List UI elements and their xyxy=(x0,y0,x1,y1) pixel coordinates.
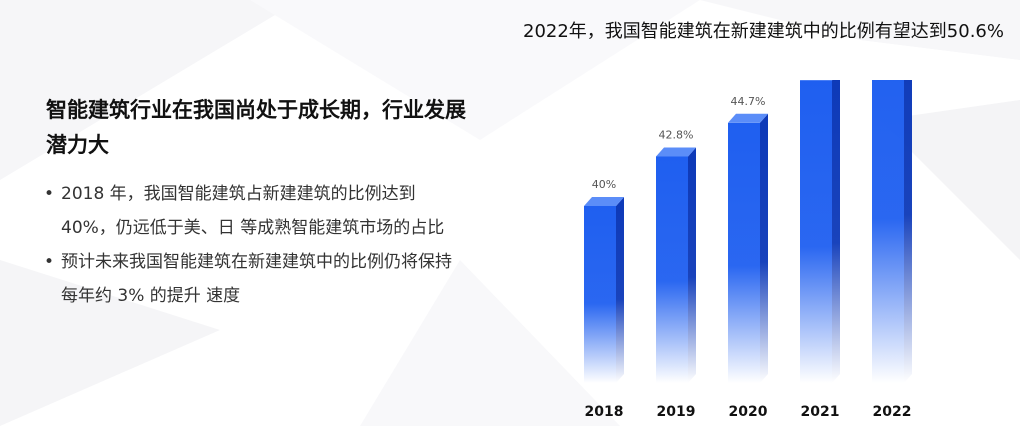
bar-side-2020 xyxy=(760,113,768,383)
bar-2019 xyxy=(656,156,688,383)
data-label: 44.7% xyxy=(731,95,766,108)
bullet-item: 2018 年，我国智能建筑占新建建筑的比例达到 40%，仍远低于美、日 等成熟智… xyxy=(44,177,454,245)
bar-side-2018 xyxy=(616,197,624,383)
section-heading: 智能建筑行业在我国尚处于成长期，行业发展潜力大 xyxy=(46,98,466,157)
data-label: 40% xyxy=(592,178,616,191)
bar-top-2019 xyxy=(656,147,696,157)
bar-side-2019 xyxy=(688,147,696,383)
bar-chart: 40%201842.8%201944.7%202047.1%202150.6%2… xyxy=(584,80,912,420)
bullet-list: 2018 年，我国智能建筑占新建建筑的比例达到 40%，仍远低于美、日 等成熟智… xyxy=(44,177,454,313)
bullet-item: 预计未来我国智能建筑在新建建筑中的比例仍将保持每年约 3% 的提升 速度 xyxy=(44,245,454,313)
x-tick-label: 2020 xyxy=(729,404,768,420)
x-tick-label: 2021 xyxy=(801,404,840,420)
bar-side-2022 xyxy=(904,80,912,383)
bar-top-2020 xyxy=(728,113,768,123)
bar-2018 xyxy=(584,206,616,383)
bar-2020 xyxy=(728,122,760,383)
data-label: 42.8% xyxy=(659,128,694,141)
x-tick-label: 2018 xyxy=(585,404,624,420)
x-tick-label: 2022 xyxy=(873,404,912,420)
bar-2022 xyxy=(872,80,904,383)
x-tick-label: 2019 xyxy=(657,404,696,420)
bar-top-2018 xyxy=(584,197,624,206)
bar-side-2021 xyxy=(832,80,840,383)
bar-2021 xyxy=(800,80,832,383)
chart-title: 2022年，我国智能建筑在新建建筑中的比例有望达到50.6% xyxy=(523,21,1004,42)
